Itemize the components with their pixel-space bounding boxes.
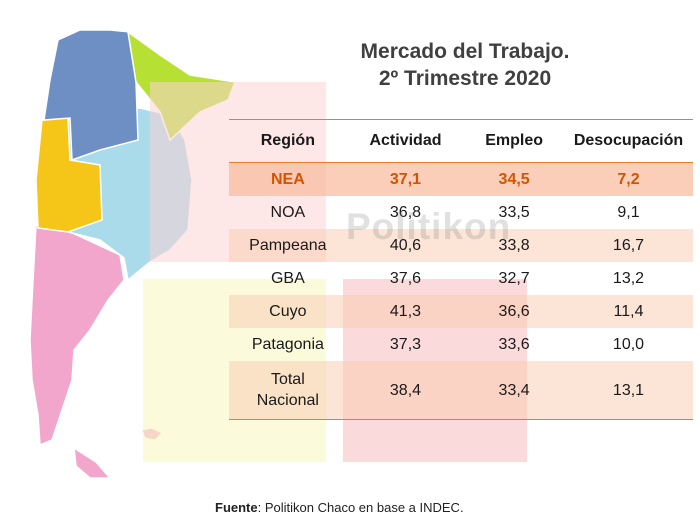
table-row-total-nacional: Total Nacional 38,4 33,4 13,1 (229, 361, 693, 420)
table-row-patagonia: Patagonia 37,3 33,6 10,0 (229, 328, 693, 361)
cell-region: NOA (270, 203, 306, 221)
cell-empleo: 33,6 (498, 335, 530, 353)
cell-desocupacion: 13,2 (612, 269, 645, 287)
footer-label: Fuente (215, 500, 258, 515)
cell-desocupacion: 7,2 (563, 162, 693, 196)
cell-actividad: 38,4 (346, 361, 465, 420)
footer-text: : Politikon Chaco en base a INDEC. (257, 500, 464, 515)
source-footer: Fuente: Politikon Chaco en base a INDEC. (215, 500, 464, 515)
table-row-cuyo: Cuyo 41,3 36,6 11,4 (229, 295, 693, 328)
cell-desocupacion: 16,7 (563, 229, 693, 262)
cell-empleo: 34,5 (464, 162, 564, 196)
cell-empleo: 33,5 (498, 203, 530, 221)
cell-empleo: 32,7 (498, 269, 530, 287)
labor-market-table: Región Actividad Empleo Desocupación NEA… (229, 119, 693, 420)
table-row-pampeana: Pampeana 40,6 33,8 16,7 (229, 229, 693, 262)
table-row-noa: NOA 36,8 33,5 9,1 (229, 196, 693, 229)
cell-empleo: 36,6 (464, 295, 564, 328)
chart-title: Mercado del Trabajo. 2º Trimestre 2020 (300, 38, 630, 92)
cell-desocupacion: 9,1 (617, 203, 640, 221)
watermark-politikon: Politikon (346, 206, 512, 247)
cell-actividad: 37,1 (346, 162, 465, 196)
cell-actividad: 37,3 (389, 335, 422, 353)
cell-region: Patagonia (251, 335, 324, 353)
cell-desocupacion: 10,0 (612, 335, 645, 353)
cell-region: Total Nacional (229, 361, 347, 420)
cell-desocupacion: 13,1 (563, 361, 693, 420)
cell-actividad: 40,6 (346, 229, 465, 262)
cell-actividad: 41,3 (346, 295, 465, 328)
cell-region: NEA (229, 162, 347, 196)
map-region-noa (43, 29, 139, 162)
cell-actividad: 36,8 (389, 203, 422, 221)
cell-empleo: 33,4 (464, 361, 564, 420)
title-line-2: 2º Trimestre 2020 (378, 67, 552, 90)
table-header-row: Región Actividad Empleo Desocupación (229, 119, 693, 163)
header-actividad: Actividad (346, 119, 465, 163)
map-region-tierra-del-fuego (73, 446, 112, 479)
cell-actividad: 37,6 (389, 269, 422, 287)
table-row-nea: NEA 37,1 34,5 7,2 (229, 162, 693, 196)
cell-desocupacion: 11,4 (563, 295, 693, 328)
header-empleo: Empleo (464, 119, 564, 163)
cell-region: GBA (270, 269, 305, 287)
map-region-patagonia (29, 224, 125, 447)
header-region: Región (229, 119, 347, 163)
cell-region: Cuyo (229, 295, 347, 328)
cell-empleo: 33,8 (464, 229, 564, 262)
cell-region: Pampeana (229, 229, 347, 262)
map-region-cuyo (35, 117, 103, 233)
title-line-1: Mercado del Trabajo. (360, 40, 570, 63)
table-row-gba: GBA 37,6 32,7 13,2 (229, 262, 693, 295)
header-desocupacion: Desocupación (563, 119, 693, 163)
